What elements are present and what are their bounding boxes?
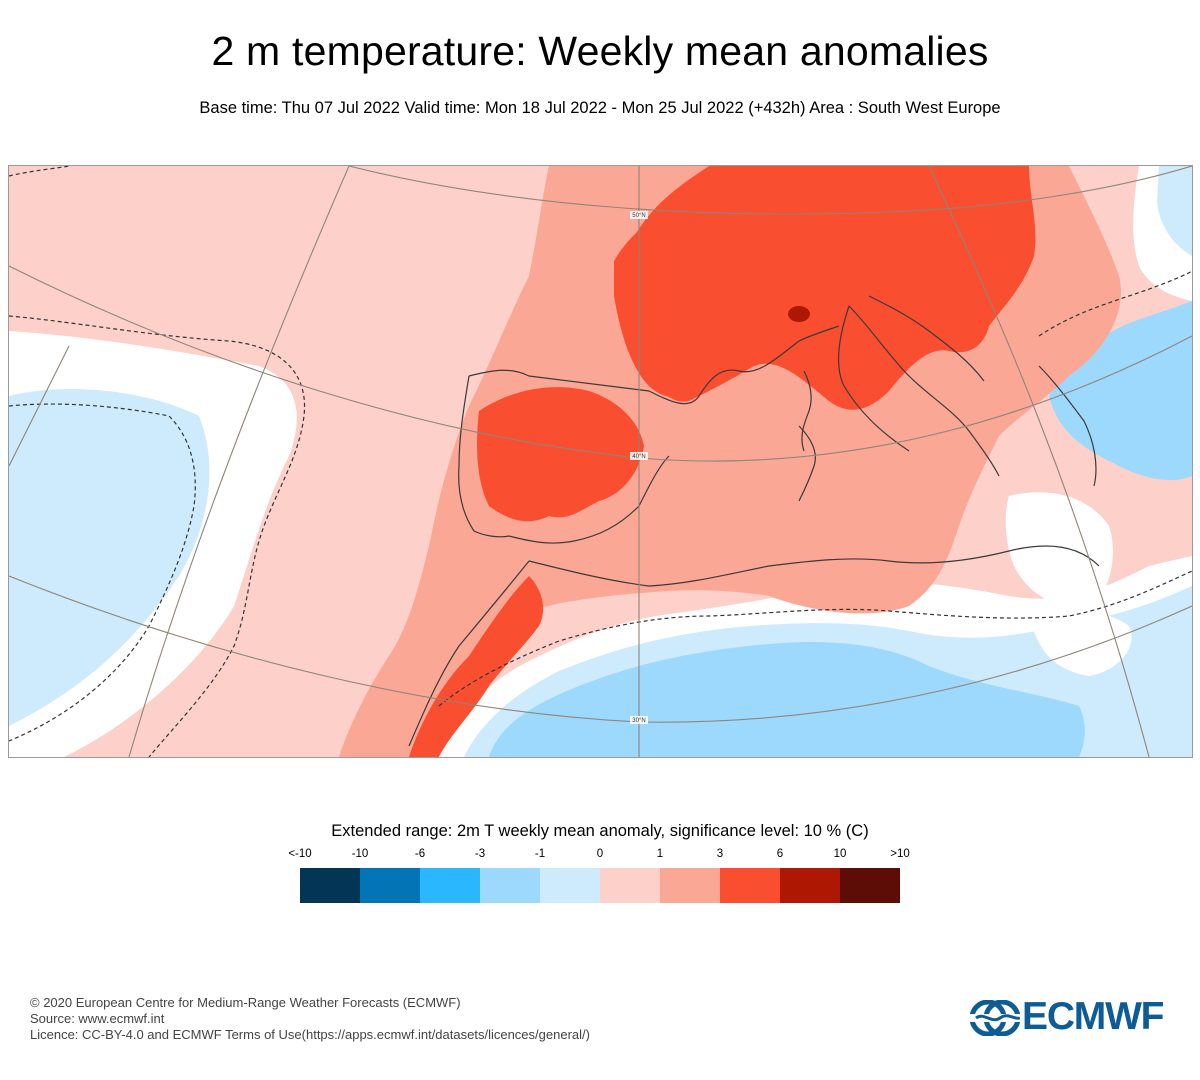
parallel-50N <box>348 166 1192 215</box>
anomaly-map: 50°N 40°N 30°N <box>8 165 1193 758</box>
footer-source: Source: www.ecmwf.int <box>30 1011 165 1026</box>
legend-tick: -6 <box>414 848 426 860</box>
legend-swatch <box>360 868 420 903</box>
legend-tick: -3 <box>474 848 486 860</box>
atlantic-inner-dashed-contour <box>9 403 196 742</box>
north-africa-dashed-contour <box>438 570 1192 707</box>
sahara-cool-anomaly <box>489 642 1085 757</box>
legend-ticks: <-10 -10 -6 -3 -1 0 1 3 6 10 >10 <box>0 848 1200 864</box>
lat-label-40n: 40°N <box>632 454 645 460</box>
top-left-dashed-contour <box>9 166 70 177</box>
legend-swatch <box>720 868 780 903</box>
legend-tick: 1 <box>656 848 664 860</box>
meridian-far-west <box>9 345 70 467</box>
morocco-coastline <box>408 560 530 747</box>
iberia-west-coast <box>458 375 510 538</box>
legend-tick: <-10 <box>288 848 312 860</box>
legend-title: Extended range: 2m T weekly mean anomaly… <box>331 822 869 840</box>
legend-tick: 10 <box>833 848 847 860</box>
legend-tick: 6 <box>776 848 784 860</box>
legend-tick: 0 <box>596 848 604 860</box>
legend-swatch <box>540 868 600 903</box>
footer-license: Licence: CC-BY-4.0 and ECMWF Terms of Us… <box>30 1027 590 1042</box>
sardinia <box>798 425 816 502</box>
adriatic-coastline <box>868 295 985 382</box>
greece-coastline <box>1038 365 1097 487</box>
legend-tick: -10 <box>351 848 369 860</box>
chart-subtitle: Base time: Thu 07 Jul 2022 Valid time: M… <box>199 99 1001 117</box>
legend-swatch <box>780 868 840 903</box>
legend-swatch <box>480 868 540 903</box>
legend-tick: 3 <box>716 848 724 860</box>
po-valley-extreme-spot <box>788 306 810 322</box>
lat-label-30n: 30°N <box>632 718 645 724</box>
aegean-cool-anomaly <box>1049 301 1192 481</box>
iberia-south-coast <box>508 455 670 544</box>
footer: © 2020 European Centre for Medium-Range … <box>30 995 590 1043</box>
ecmwf-logo-text: ECMWF <box>1022 995 1165 1038</box>
legend-tick: -1 <box>534 848 546 860</box>
atlantic-white-band <box>9 331 297 757</box>
atlantic-dashed-contour <box>9 315 306 757</box>
morocco-hot-anomaly <box>409 576 544 757</box>
legend-tick: >10 <box>890 848 910 860</box>
footer-copyright: © 2020 European Centre for Medium-Range … <box>30 995 461 1010</box>
ionian-white <box>1005 492 1113 607</box>
meridian-west <box>128 166 350 757</box>
ecmwf-logo: ECMWF <box>970 995 1175 1040</box>
aegean-dashed-contour <box>1038 270 1192 337</box>
legend-swatch <box>600 868 660 903</box>
northeast-blue <box>1157 166 1192 256</box>
north-africa-coastline <box>528 545 1100 587</box>
legend-swatch <box>420 868 480 903</box>
atlantic-cool-anomaly <box>9 388 210 726</box>
chart-title: 2 m temperature: Weekly mean anomalies <box>211 28 989 74</box>
iberia-hot-anomaly <box>477 387 644 522</box>
legend-swatch <box>660 868 720 903</box>
corsica <box>801 370 812 452</box>
iberian-coastline <box>468 325 840 405</box>
legend-swatch <box>840 868 900 903</box>
meridian-east <box>928 166 1150 757</box>
italy-coastline <box>837 305 1000 477</box>
legend-colorbar <box>300 868 900 903</box>
ecmwf-logo-mark <box>970 1000 1020 1036</box>
legend-swatch <box>300 868 360 903</box>
france-hot-anomaly <box>614 196 751 398</box>
lat-label-50n: 50°N <box>632 213 645 219</box>
